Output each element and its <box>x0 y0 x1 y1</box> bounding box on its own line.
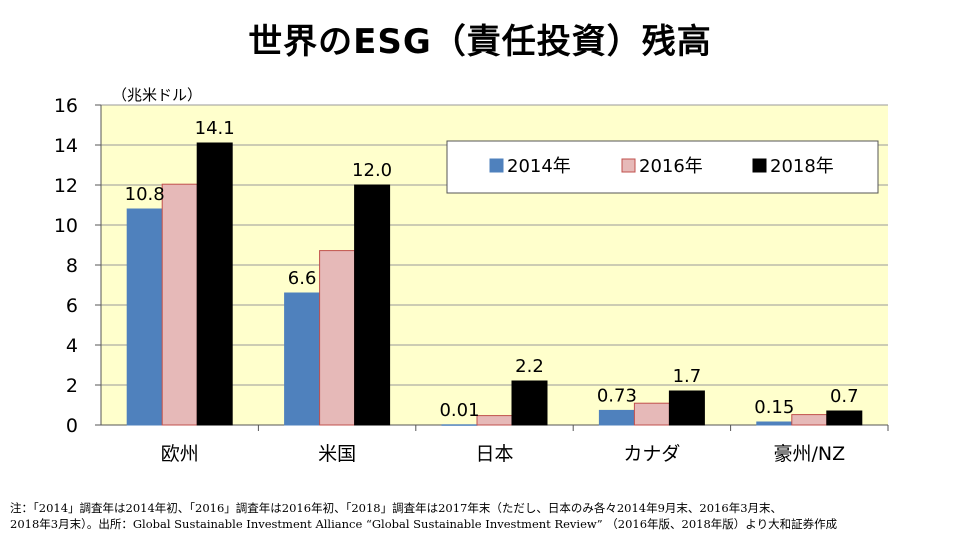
x-tick-label: 米国 <box>318 443 356 465</box>
y-tick-label: 16 <box>54 95 78 117</box>
bar-2018年 <box>196 142 233 426</box>
data-label: 0.01 <box>439 400 479 421</box>
bar-2016年 <box>633 402 670 426</box>
footnote-line-1: 注：「2014」調査年は2014年初、「2016」調査年は2016年初、「201… <box>10 501 783 515</box>
bar-2016年 <box>476 415 513 426</box>
bar-2018年 <box>668 390 705 426</box>
x-tick-label: 日本 <box>475 443 513 465</box>
data-label: 1.7 <box>673 366 702 387</box>
legend-label: 2016年 <box>639 156 703 177</box>
bar-2016年 <box>319 250 356 426</box>
y-tick-label: 12 <box>54 175 78 197</box>
y-tick-label: 6 <box>66 295 78 317</box>
bar-2016年 <box>161 183 198 426</box>
x-tick-label: 欧州 <box>161 443 199 465</box>
bar-2016年 <box>791 414 828 426</box>
y-tick-label: 10 <box>54 215 78 237</box>
bar-2014年 <box>441 424 478 426</box>
data-label: 6.6 <box>288 268 317 289</box>
bar-2014年 <box>756 421 793 426</box>
data-label: 14.1 <box>195 118 235 139</box>
data-label: 0.73 <box>597 385 637 406</box>
bar-2014年 <box>126 208 163 426</box>
footnote: 注：「2014」調査年は2014年初、「2016」調査年は2016年初、「201… <box>10 500 955 532</box>
legend-swatch <box>752 158 767 173</box>
legend-label: 2018年 <box>770 156 834 177</box>
x-tick-label: 豪州/NZ <box>773 443 845 465</box>
bar-2018年 <box>826 410 863 426</box>
data-label: 0.7 <box>830 386 859 407</box>
y-tick-label: 14 <box>54 135 78 157</box>
data-label: 12.0 <box>352 160 392 181</box>
data-label: 10.8 <box>125 184 165 205</box>
data-label: 0.15 <box>754 397 794 418</box>
bar-2018年 <box>511 380 548 426</box>
legend-swatch <box>621 158 636 173</box>
y-tick-label: 0 <box>66 415 78 437</box>
legend-swatch <box>489 158 504 173</box>
legend-box <box>446 140 879 194</box>
x-tick-label: カナダ <box>623 443 680 465</box>
footnote-line-2: 2018年3月末）。出所：Global Sustainable Investme… <box>10 517 838 531</box>
y-tick-label: 8 <box>66 255 78 277</box>
bar-2014年 <box>284 292 321 426</box>
bar-2014年 <box>598 409 635 426</box>
page-title: 世界のESG（責任投資）残高 <box>248 22 712 62</box>
y-tick-label: 4 <box>66 335 78 357</box>
y-tick-label: 2 <box>66 375 78 397</box>
data-label: 2.2 <box>515 356 544 377</box>
bar-2018年 <box>354 184 391 426</box>
legend-label: 2014年 <box>507 156 571 177</box>
y-axis-label: （兆米ドル） <box>112 86 202 104</box>
